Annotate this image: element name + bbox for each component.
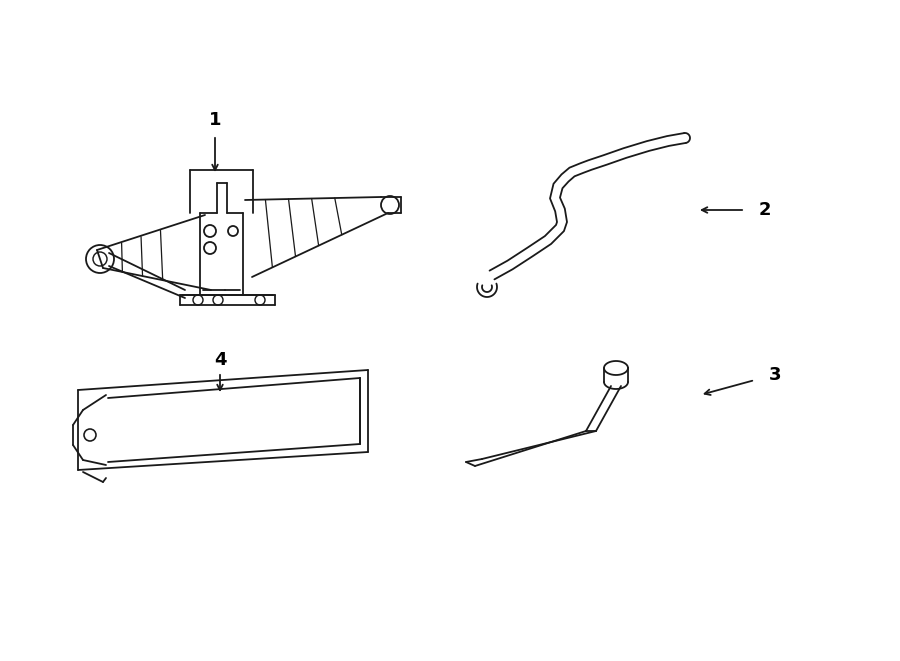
Text: 1: 1	[209, 111, 221, 129]
Text: 3: 3	[769, 366, 781, 384]
Text: 4: 4	[214, 351, 226, 369]
Text: 2: 2	[759, 201, 771, 219]
